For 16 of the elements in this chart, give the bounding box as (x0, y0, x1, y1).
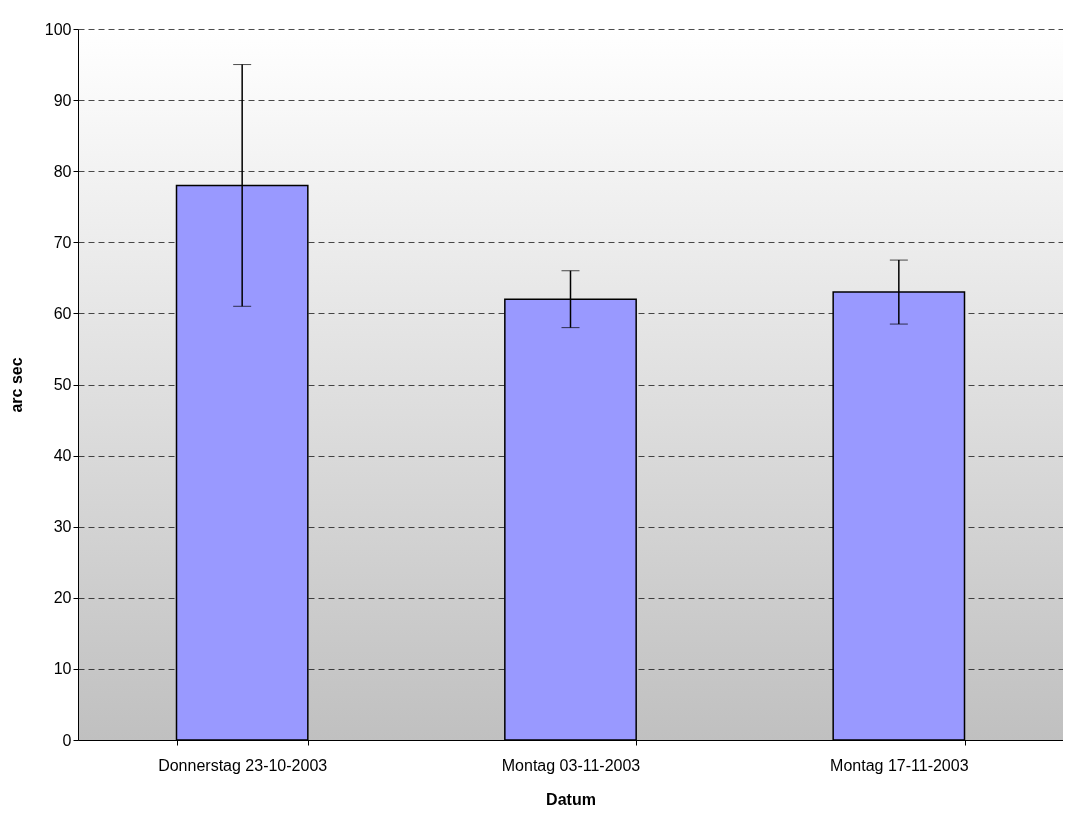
y-tick-label: 70 (53, 233, 72, 251)
y-tick-label: 40 (53, 447, 72, 465)
x-axis-title: Datum (546, 790, 596, 808)
x-tick-label: Donnerstag 23-10-2003 (158, 756, 328, 774)
y-tick-label: 20 (53, 589, 72, 607)
y-tick-label: 30 (53, 518, 72, 536)
y-tick-label: 100 (44, 20, 72, 38)
y-tick-label: 80 (53, 162, 72, 180)
x-tick-label: Montag 17-11-2003 (830, 756, 969, 774)
y-tick-label: 10 (53, 660, 72, 678)
y-tick-label: 90 (53, 91, 72, 109)
y-tick-label: 50 (53, 376, 72, 393)
y-tick-label: 0 (62, 731, 72, 749)
x-tick-label: Montag 03-11-2003 (501, 756, 641, 774)
y-axis-title: arc sec (7, 357, 25, 413)
y-tick-label: 60 (53, 304, 72, 322)
